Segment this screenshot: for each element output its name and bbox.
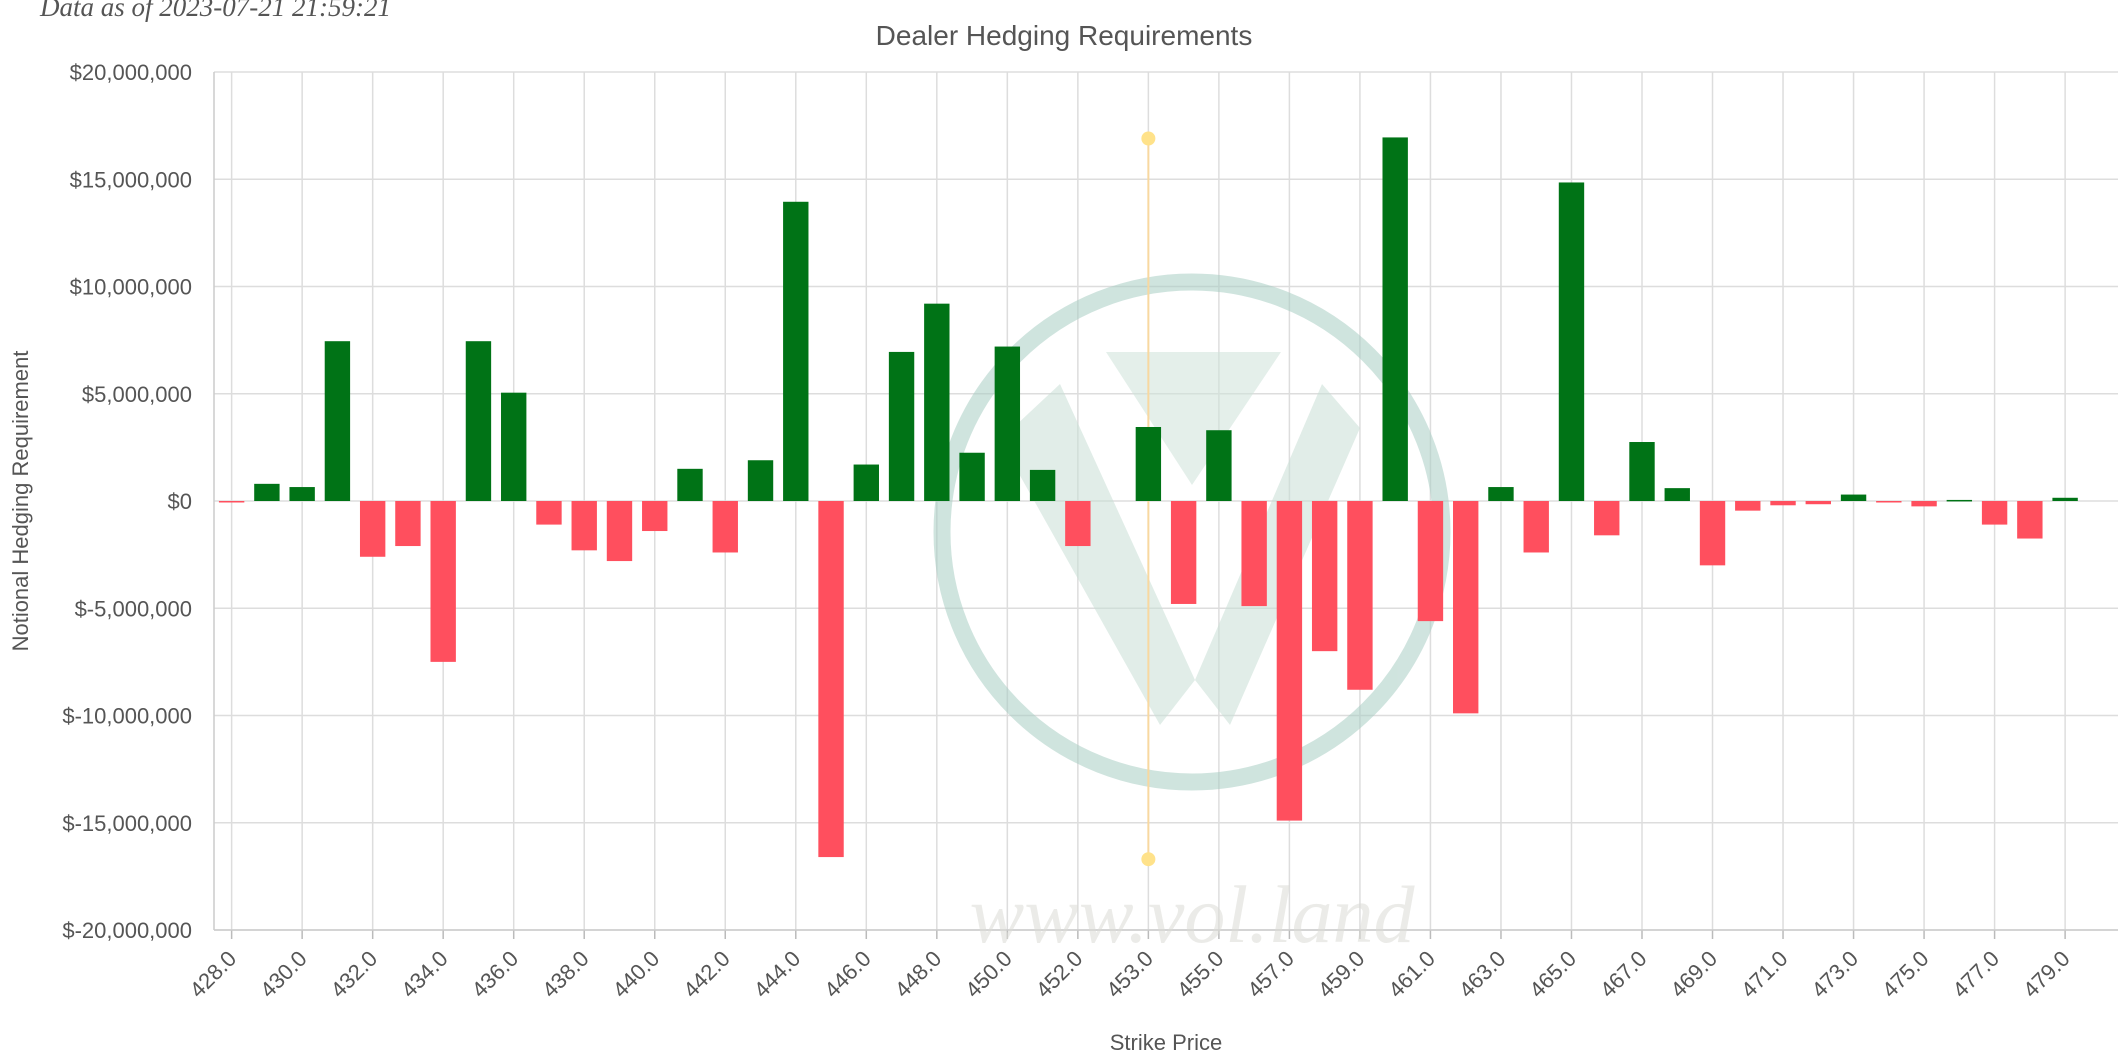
bar[interactable] xyxy=(959,452,985,501)
bar[interactable] xyxy=(218,501,245,503)
bar[interactable] xyxy=(1488,487,1514,501)
bar[interactable] xyxy=(783,201,809,501)
x-tick-label: 438.0 xyxy=(537,946,594,1003)
bar[interactable] xyxy=(1135,426,1162,501)
y-tick-label: $-20,000,000 xyxy=(62,918,192,943)
bar[interactable] xyxy=(888,351,915,501)
bar[interactable] xyxy=(1453,501,1479,714)
bar[interactable] xyxy=(747,460,774,501)
y-tick-label: $-5,000,000 xyxy=(75,596,192,621)
bar[interactable] xyxy=(289,487,315,501)
bar[interactable] xyxy=(1065,501,1091,547)
x-tick-label: 473.0 xyxy=(1806,946,1863,1003)
x-tick-label: 479.0 xyxy=(2018,946,2075,1003)
bar[interactable] xyxy=(1876,501,1902,503)
bar[interactable] xyxy=(1558,182,1585,501)
bar[interactable] xyxy=(1417,501,1444,622)
spot-marker-top xyxy=(1141,131,1156,146)
x-tick-label: 428.0 xyxy=(185,946,242,1003)
x-axis-label: Strike Price xyxy=(1110,1030,1222,1055)
bar[interactable] xyxy=(571,501,597,551)
bar[interactable] xyxy=(1311,501,1338,652)
bar[interactable] xyxy=(2052,497,2078,501)
x-tick-label: 444.0 xyxy=(749,946,806,1003)
bar[interactable] xyxy=(465,341,492,501)
bar[interactable] xyxy=(359,501,386,557)
bar[interactable] xyxy=(1629,442,1655,501)
y-tick-label: $5,000,000 xyxy=(82,382,192,407)
bar[interactable] xyxy=(1347,501,1373,690)
bar[interactable] xyxy=(1946,499,1973,502)
bar[interactable] xyxy=(430,501,456,662)
x-tick-label: 436.0 xyxy=(467,946,524,1003)
bar[interactable] xyxy=(1594,501,1620,536)
grid-lines xyxy=(213,71,2118,939)
bar[interactable] xyxy=(536,501,562,525)
bar[interactable] xyxy=(1805,501,1831,505)
x-tick-label: 463.0 xyxy=(1454,946,1511,1003)
bar[interactable] xyxy=(1170,501,1197,604)
x-tick-label: 477.0 xyxy=(1948,946,2005,1003)
x-tick-label: 471.0 xyxy=(1736,946,1793,1003)
bar[interactable] xyxy=(1241,501,1267,607)
bar-series xyxy=(218,137,2078,858)
bar[interactable] xyxy=(2017,501,2043,539)
bar[interactable] xyxy=(1382,137,1408,502)
x-tick-label: 475.0 xyxy=(1877,946,1934,1003)
watermark-text: www.vol.land xyxy=(970,869,1416,960)
y-axis-ticks: $20,000,000 $15,000,000 $10,000,000 $5,000,… xyxy=(62,60,192,943)
y-tick-label: $0 xyxy=(168,489,192,514)
x-tick-label: 442.0 xyxy=(678,946,735,1003)
bar[interactable] xyxy=(1523,501,1549,553)
y-tick-label: $10,000,000 xyxy=(70,275,192,300)
x-tick-label: 434.0 xyxy=(396,946,453,1003)
bar[interactable] xyxy=(1206,430,1232,501)
chart-title: Dealer Hedging Requirements xyxy=(876,20,1253,51)
x-tick-label: 430.0 xyxy=(255,946,312,1003)
x-tick-label: 469.0 xyxy=(1665,946,1722,1003)
bar[interactable] xyxy=(1911,501,1937,507)
bar[interactable] xyxy=(501,392,527,501)
y-axis-label: Notional Hedging Requirement xyxy=(8,351,33,652)
bar[interactable] xyxy=(853,464,879,501)
x-tick-label: 448.0 xyxy=(890,946,947,1003)
bar[interactable] xyxy=(1664,488,1690,501)
x-tick-label: 440.0 xyxy=(608,946,665,1003)
bar[interactable] xyxy=(642,501,668,532)
bar[interactable] xyxy=(924,303,950,501)
bar[interactable] xyxy=(1699,501,1726,566)
bar[interactable] xyxy=(1770,501,1796,506)
bar[interactable] xyxy=(324,341,351,501)
bar[interactable] xyxy=(1029,469,1056,501)
bar[interactable] xyxy=(818,501,844,858)
y-tick-label: $15,000,000 xyxy=(70,167,192,192)
bar[interactable] xyxy=(994,346,1021,501)
bar[interactable] xyxy=(606,501,633,562)
bar[interactable] xyxy=(1981,501,2008,525)
y-tick-label: $-10,000,000 xyxy=(62,704,192,729)
x-tick-label: 446.0 xyxy=(819,946,876,1003)
bar[interactable] xyxy=(395,501,421,547)
data-timestamp: Data as of 2023-07-21 21:59:21 xyxy=(40,0,391,22)
x-tick-label: 432.0 xyxy=(326,946,383,1003)
bar[interactable] xyxy=(254,483,280,501)
x-tick-label: 465.0 xyxy=(1524,946,1581,1003)
y-tick-label: $-15,000,000 xyxy=(62,811,192,836)
bar[interactable] xyxy=(712,501,738,553)
x-tick-label: 467.0 xyxy=(1595,946,1652,1003)
bar[interactable] xyxy=(1276,501,1303,821)
bar[interactable] xyxy=(677,468,703,501)
y-tick-label: $20,000,000 xyxy=(70,60,192,85)
spot-marker-bottom xyxy=(1141,852,1156,867)
bar[interactable] xyxy=(1840,494,1867,501)
bar[interactable] xyxy=(1735,501,1761,511)
